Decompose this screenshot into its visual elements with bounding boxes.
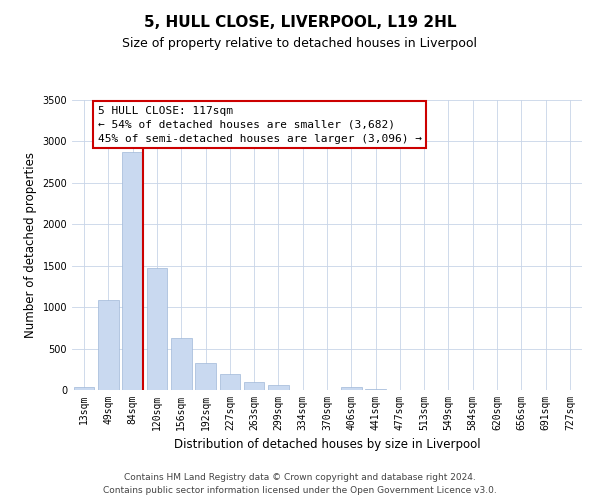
Bar [365,389,386,390]
Text: 5 HULL CLOSE: 117sqm
← 54% of detached houses are smaller (3,682)
45% of semi-de: 5 HULL CLOSE: 117sqm ← 54% of detached h… [97,106,421,144]
Y-axis label: Number of detached properties: Number of detached properties [24,152,37,338]
Bar [341,386,362,390]
Bar [195,362,216,390]
Bar [220,374,240,390]
Bar [146,268,167,390]
X-axis label: Distribution of detached houses by size in Liverpool: Distribution of detached houses by size … [173,438,481,452]
Bar [98,300,119,390]
Text: Size of property relative to detached houses in Liverpool: Size of property relative to detached ho… [122,38,478,51]
Bar [268,386,289,390]
Bar [74,386,94,390]
Text: 5, HULL CLOSE, LIVERPOOL, L19 2HL: 5, HULL CLOSE, LIVERPOOL, L19 2HL [144,15,456,30]
Text: Contains HM Land Registry data © Crown copyright and database right 2024.
Contai: Contains HM Land Registry data © Crown c… [103,474,497,495]
Bar [171,338,191,390]
Bar [122,152,143,390]
Bar [244,382,265,390]
